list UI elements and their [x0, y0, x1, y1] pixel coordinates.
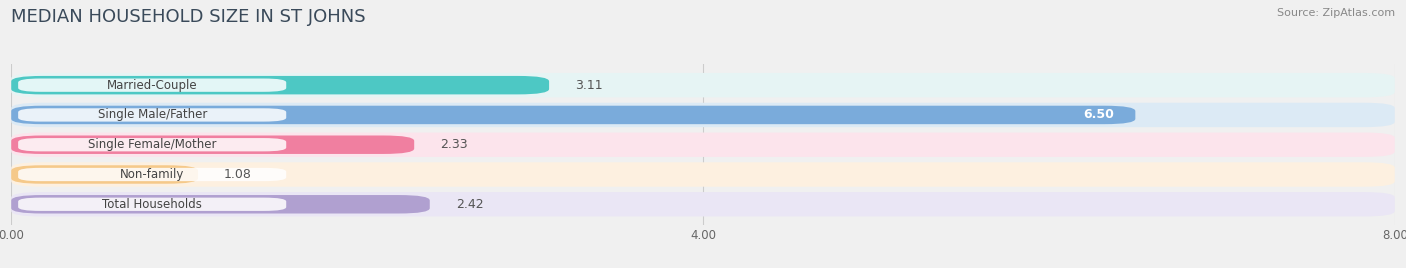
- FancyBboxPatch shape: [11, 162, 1395, 187]
- FancyBboxPatch shape: [18, 138, 287, 151]
- FancyBboxPatch shape: [18, 198, 287, 211]
- Text: Single Male/Father: Single Male/Father: [97, 109, 207, 121]
- Text: 6.50: 6.50: [1084, 109, 1115, 121]
- FancyBboxPatch shape: [11, 165, 198, 184]
- Text: 2.42: 2.42: [456, 198, 484, 211]
- FancyBboxPatch shape: [11, 73, 1395, 97]
- Text: Single Female/Mother: Single Female/Mother: [89, 138, 217, 151]
- FancyBboxPatch shape: [18, 79, 287, 92]
- Text: 3.11: 3.11: [575, 79, 603, 92]
- FancyBboxPatch shape: [11, 195, 430, 214]
- Text: MEDIAN HOUSEHOLD SIZE IN ST JOHNS: MEDIAN HOUSEHOLD SIZE IN ST JOHNS: [11, 8, 366, 26]
- FancyBboxPatch shape: [11, 136, 415, 154]
- Text: Non-family: Non-family: [120, 168, 184, 181]
- FancyBboxPatch shape: [11, 132, 1395, 157]
- FancyBboxPatch shape: [18, 108, 287, 122]
- FancyBboxPatch shape: [11, 106, 1136, 124]
- Text: Married-Couple: Married-Couple: [107, 79, 197, 92]
- FancyBboxPatch shape: [11, 103, 1395, 127]
- Text: Total Households: Total Households: [103, 198, 202, 211]
- FancyBboxPatch shape: [11, 76, 550, 94]
- FancyBboxPatch shape: [18, 168, 287, 181]
- Text: Source: ZipAtlas.com: Source: ZipAtlas.com: [1277, 8, 1395, 18]
- FancyBboxPatch shape: [11, 192, 1395, 217]
- Text: 2.33: 2.33: [440, 138, 468, 151]
- Text: 1.08: 1.08: [224, 168, 252, 181]
